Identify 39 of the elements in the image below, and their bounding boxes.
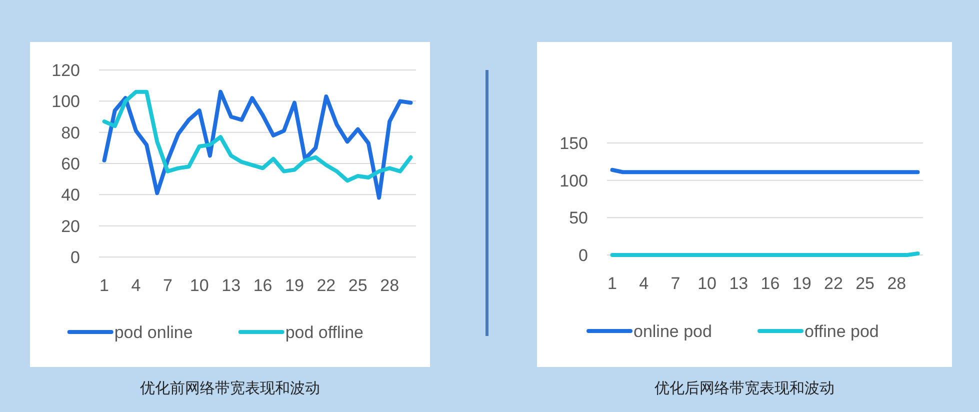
y-tick-label: 20: [61, 216, 80, 236]
y-tick-label: 80: [61, 123, 80, 142]
x-tick-label: 4: [639, 274, 649, 293]
y-tick-label: 0: [578, 246, 588, 265]
y-tick-label: 120: [52, 61, 80, 80]
x-tick-label: 22: [316, 276, 336, 295]
x-tick-label: 7: [162, 276, 172, 295]
legend-label: pod online: [114, 323, 193, 342]
legend-label: pod offline: [285, 323, 364, 342]
x-tick-label: 28: [887, 274, 906, 293]
y-tick-label: 60: [61, 154, 80, 174]
x-tick-label: 1: [608, 274, 617, 293]
y-tick-label: 40: [61, 186, 80, 205]
line-series: [102, 90, 413, 183]
x-tick-label: 25: [856, 274, 875, 293]
x-tick-label: 10: [698, 274, 717, 293]
x-tick-label: 13: [729, 274, 748, 293]
text: 优化前网络带宽表现和波动: [140, 380, 320, 397]
x-tick-label: 1: [100, 276, 110, 295]
legend-label: offine pod: [804, 322, 879, 341]
y-tick-label: 0: [70, 248, 80, 267]
x-tick-label: 10: [190, 276, 209, 295]
x-tick-label: 16: [760, 274, 780, 293]
x-tick-label: 4: [131, 276, 141, 295]
legend-label: online pod: [634, 322, 712, 341]
x-tick-label: 22: [824, 274, 843, 293]
x-tick-label: 25: [348, 276, 368, 295]
y-tick-label: 50: [569, 208, 588, 228]
y-tick-label: 150: [560, 134, 588, 153]
x-tick-label: 16: [253, 276, 272, 295]
x-tick-label: 13: [222, 276, 241, 295]
x-tick-label: 19: [285, 276, 304, 295]
y-tick-label: 100: [52, 92, 80, 112]
x-tick-label: 28: [380, 276, 400, 295]
x-tick-label: 19: [792, 274, 812, 293]
y-tick-label: 100: [560, 171, 588, 190]
x-tick-label: 7: [670, 274, 680, 293]
text: 优化后网络带宽表现和波动: [654, 380, 834, 397]
line-series: [102, 90, 413, 200]
